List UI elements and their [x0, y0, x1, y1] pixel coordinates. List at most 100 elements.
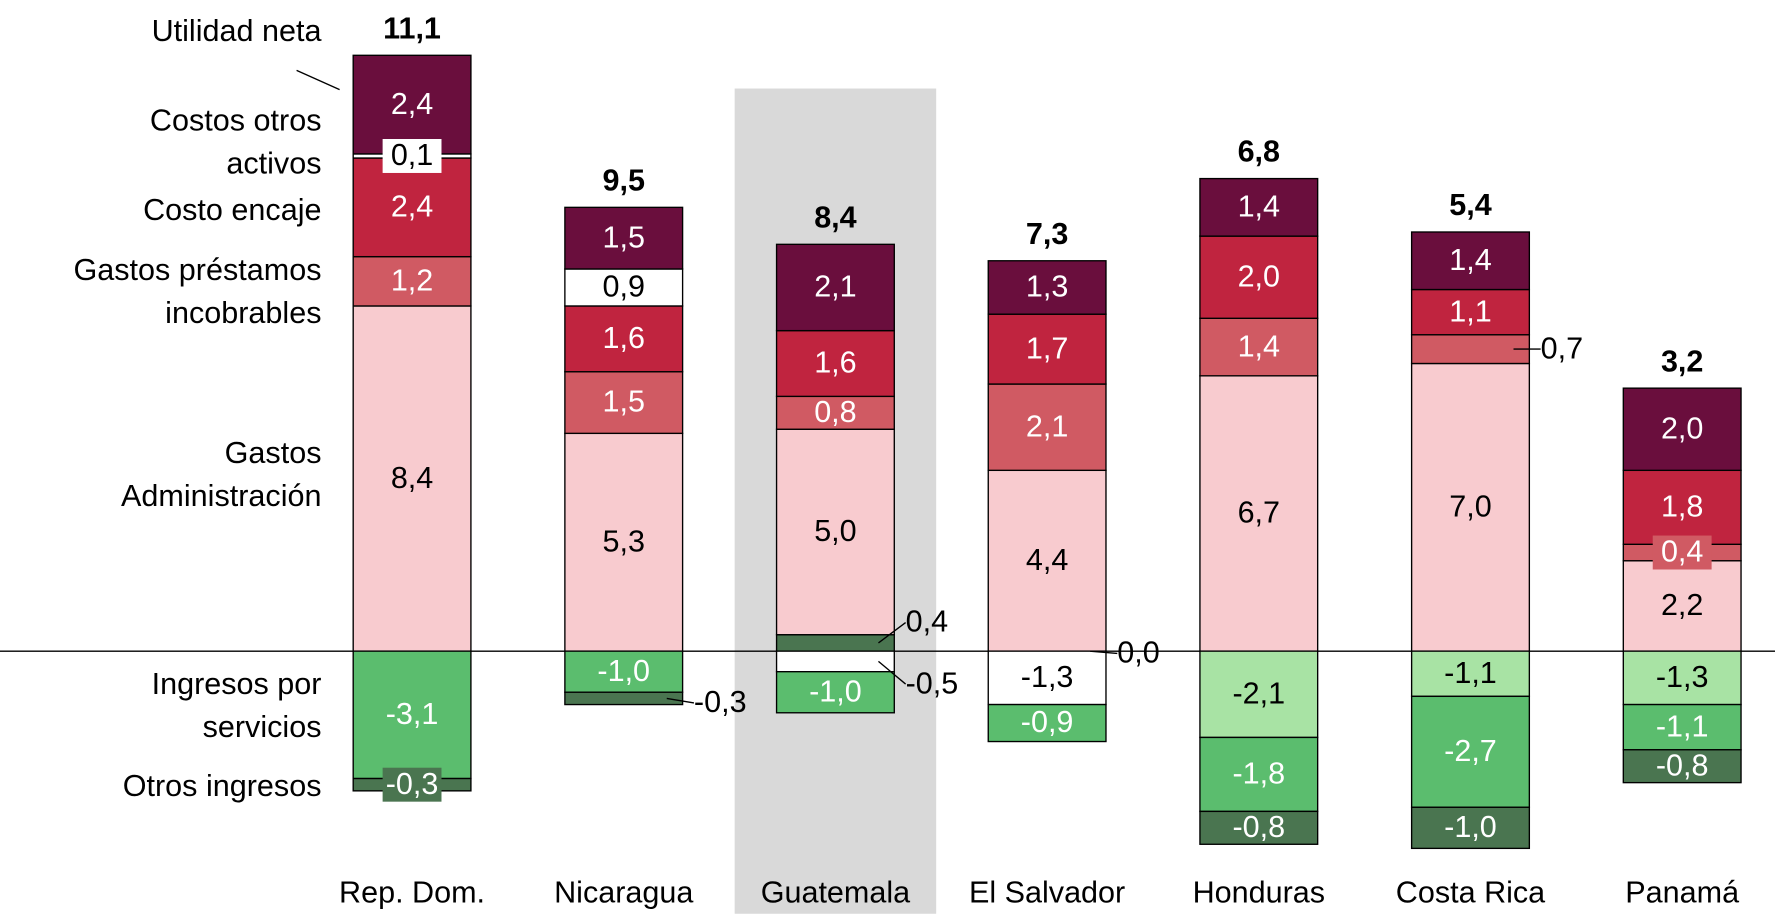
- label-box: [382, 767, 442, 802]
- value-label: 8,4: [391, 461, 433, 495]
- bar-segment: [352, 650, 472, 780]
- label-leader: [1090, 650, 1118, 655]
- value-label: -2,7: [1444, 734, 1497, 768]
- value-label: -1,0: [1444, 810, 1497, 844]
- label-box: [382, 138, 442, 173]
- value-label: -0,3: [386, 767, 439, 801]
- bar-segment: [987, 313, 1107, 385]
- value-label: 1,3: [1026, 270, 1068, 304]
- total-label: 6,8: [1238, 135, 1280, 169]
- value-label: 2,2: [1661, 588, 1703, 622]
- legend-label: Costo encaje: [143, 192, 322, 227]
- total-label: 8,4: [814, 201, 856, 235]
- value-label: 1,1: [1449, 294, 1491, 328]
- value-label: -0,5: [906, 666, 959, 700]
- value-label: 1,6: [814, 346, 856, 380]
- total-label: 9,5: [603, 164, 645, 198]
- value-label: 2,0: [1661, 411, 1703, 445]
- value-label: 1,2: [391, 264, 433, 298]
- total-label: 5,4: [1449, 188, 1491, 222]
- value-label: -3,1: [386, 697, 439, 731]
- value-label: -0,3: [694, 685, 747, 719]
- value-label: -1,3: [1021, 660, 1074, 694]
- bar-segment: [564, 305, 684, 373]
- value-label: 0,1: [391, 138, 433, 172]
- bar-segment: [775, 395, 895, 430]
- value-label: 4,4: [1026, 543, 1068, 577]
- label-box: [1652, 535, 1712, 570]
- bar-segment: [1410, 806, 1531, 850]
- legend-item: Gastos Administración: [121, 436, 321, 513]
- value-label: -1,1: [1656, 709, 1709, 743]
- legend-item: Gastos préstamos incobrables: [73, 253, 321, 330]
- category-label: Nicaragua: [554, 876, 693, 910]
- value-label: 6,7: [1238, 496, 1280, 530]
- legend-leader: [296, 69, 340, 91]
- value-label: 2,0: [1238, 259, 1280, 293]
- label-leader: [878, 660, 907, 685]
- bar-segment: [1410, 231, 1531, 291]
- value-label: 5,0: [814, 514, 856, 548]
- value-label: -1,1: [1444, 656, 1497, 690]
- bar-segment: [1622, 387, 1742, 472]
- bar-segment: [1199, 317, 1319, 377]
- bar-segment: [775, 671, 895, 714]
- category-label: Costa Rica: [1396, 876, 1545, 910]
- value-label: 7,0: [1449, 490, 1491, 524]
- value-label: 2,4: [391, 87, 433, 121]
- bar-segment: [1622, 650, 1742, 706]
- bar-segment: [775, 329, 895, 398]
- value-label: 5,3: [603, 524, 645, 558]
- bar-segment: [1199, 650, 1319, 739]
- legend-item: Ingresos por servicios: [151, 666, 322, 744]
- bar-segment: [987, 260, 1107, 315]
- legend-item: Costo encaje: [143, 192, 322, 227]
- bar-segment: [1622, 469, 1742, 545]
- legend-label: Costos otros activos: [149, 103, 322, 181]
- bar-segment: [775, 428, 895, 636]
- value-label: 0,4: [906, 605, 948, 639]
- bar-segment: [1199, 235, 1319, 319]
- bar-segment: [775, 243, 895, 332]
- legend-label: Otros ingresos: [122, 768, 322, 803]
- bar-segment: [352, 305, 472, 652]
- value-label: 1,8: [1661, 490, 1703, 524]
- value-label: -1,0: [809, 674, 862, 708]
- legend-item: Utilidad neta: [152, 14, 322, 48]
- bar-segment: [1622, 749, 1742, 784]
- bar-segment: [987, 469, 1107, 652]
- bar-segment: [1199, 375, 1319, 652]
- bar-segment: [987, 703, 1107, 743]
- bar-segment: [564, 371, 684, 435]
- bar-segment: [352, 255, 472, 307]
- label-leader: [666, 697, 695, 704]
- bar-segment: [987, 383, 1107, 472]
- bar-segment: [1199, 736, 1319, 813]
- bar-segment: [1410, 695, 1531, 808]
- legend-item: Otros ingresos: [122, 768, 322, 803]
- bar-segment: [1199, 810, 1319, 845]
- value-label: 1,4: [1449, 243, 1491, 277]
- bar-segment: [775, 634, 895, 652]
- bar-segment: [564, 650, 684, 693]
- bar-segment: [564, 268, 684, 307]
- category-label: Rep. Dom.: [339, 876, 485, 910]
- total-label: 7,3: [1026, 217, 1068, 251]
- value-label: 0,4: [1661, 535, 1703, 569]
- value-label: 0,0: [1117, 636, 1159, 670]
- value-label: 0,7: [1541, 331, 1583, 365]
- bar-segment: [564, 432, 684, 652]
- category-label: Panamá: [1625, 876, 1739, 910]
- bar-segment: [1410, 334, 1531, 365]
- value-label: 1,7: [1026, 331, 1068, 365]
- value-label: -0,8: [1232, 810, 1285, 844]
- value-label: 2,4: [391, 190, 433, 224]
- bar-segment: [1199, 177, 1319, 237]
- value-label: -0,8: [1656, 748, 1709, 782]
- bar-segment: [775, 650, 895, 673]
- legend-label: Ingresos por servicios: [151, 666, 322, 744]
- category-label: El Salvador: [969, 876, 1125, 910]
- category-label: Honduras: [1193, 876, 1325, 910]
- value-label: 1,4: [1238, 329, 1280, 363]
